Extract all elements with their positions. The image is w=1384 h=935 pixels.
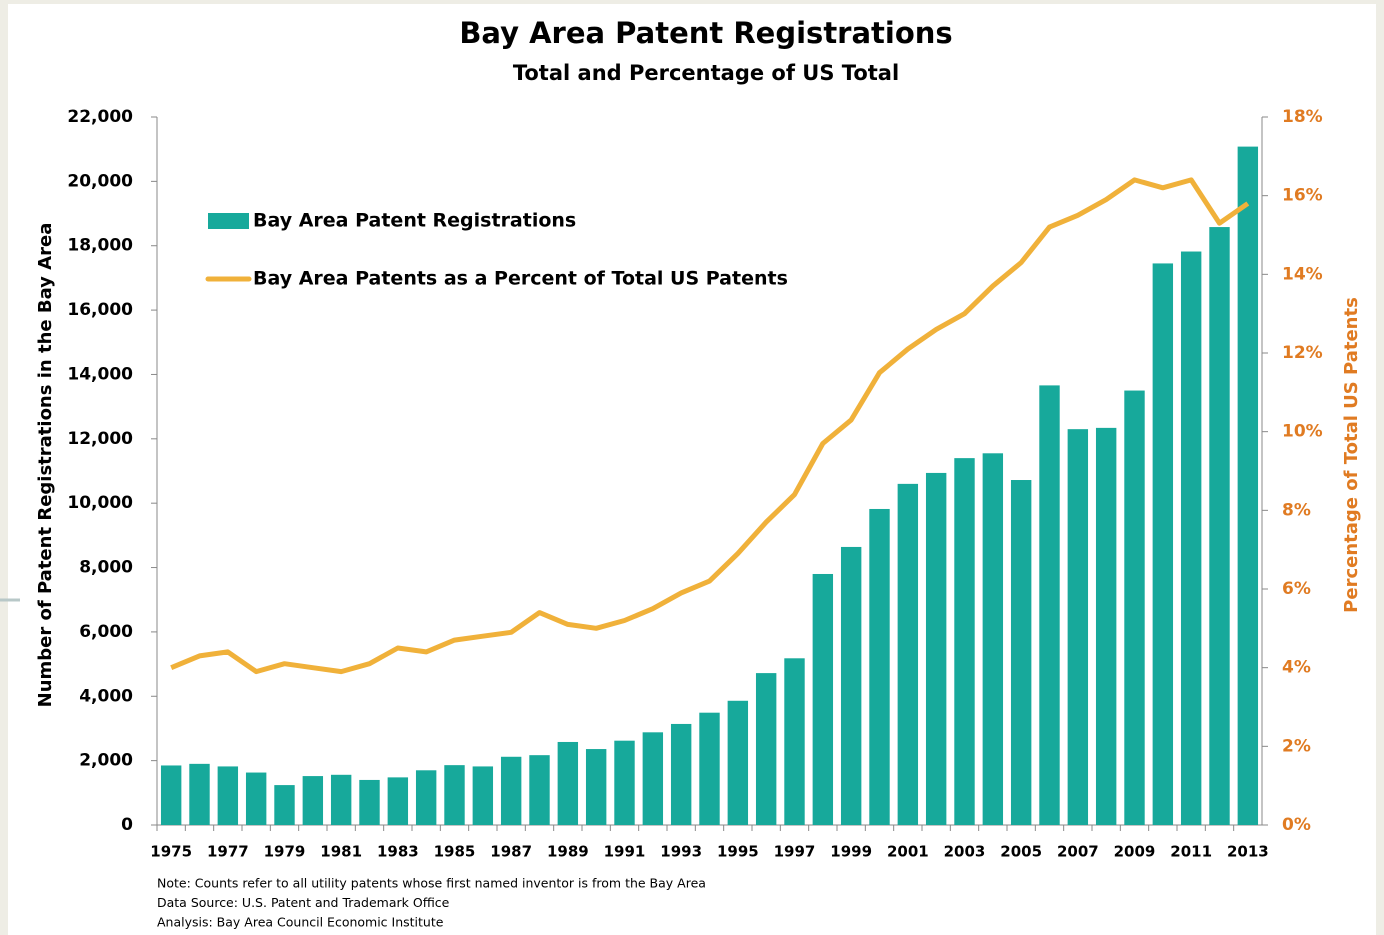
bar (585, 749, 607, 825)
y-tick-label: 18,000 (67, 236, 133, 256)
bar (330, 774, 352, 825)
y2-tick-label: 10% (1282, 422, 1323, 442)
bar (642, 732, 664, 825)
bar (670, 723, 692, 825)
chart-title: Bay Area Patent Registrations (459, 16, 952, 50)
y2-tick-label: 16% (1282, 186, 1323, 206)
bar (557, 741, 579, 825)
y2-tick-label: 0% (1282, 815, 1311, 835)
note: Analysis: Bay Area Council Economic Inst… (157, 915, 444, 930)
bar (812, 573, 834, 825)
bar (472, 766, 494, 825)
bar (897, 483, 919, 825)
y-tick-label: 8,000 (79, 558, 133, 578)
bar (1237, 146, 1259, 825)
bar (160, 765, 182, 825)
y-tick-label: 16,000 (67, 300, 133, 320)
bar (869, 508, 890, 825)
bar (1180, 251, 1202, 825)
y-tick-label: 12,000 (67, 429, 133, 449)
x-tick-label: 1991 (604, 843, 646, 861)
bar (217, 766, 239, 825)
bar (1067, 429, 1089, 825)
bar (189, 763, 210, 825)
bar (274, 785, 295, 825)
bar (784, 658, 805, 825)
bar (699, 712, 720, 825)
y2-axis-label: Percentage of Total US Patents (1341, 297, 1362, 613)
bar (1039, 385, 1060, 825)
y-tick-label: 2,000 (79, 751, 133, 771)
bar (359, 779, 380, 825)
chart-subtitle: Total and Percentage of US Total (513, 61, 899, 85)
bar (415, 770, 437, 825)
x-tick-label: 2011 (1170, 843, 1212, 861)
x-tick-label: 1977 (207, 843, 249, 861)
y2-tick-label: 2% (1282, 736, 1311, 756)
x-tick-label: 2013 (1227, 843, 1269, 861)
bar (500, 756, 522, 825)
notes: Note: Counts refer to all utility patent… (157, 876, 706, 930)
bar (840, 546, 862, 825)
x-tick-label: 1983 (377, 843, 419, 861)
x-tick-label: 1985 (434, 843, 476, 861)
x-tick-label: 2001 (887, 843, 929, 861)
note: Data Source: U.S. Patent and Trademark O… (157, 895, 450, 910)
bar (925, 472, 947, 825)
y-tick-label: 0 (121, 815, 133, 835)
x-tick-label: 1989 (547, 843, 589, 861)
bar (1209, 227, 1230, 825)
x-tick-label: 1999 (830, 843, 872, 861)
x-tick-label: 1981 (320, 843, 362, 861)
y-tick-label: 6,000 (79, 622, 133, 642)
y-axis-label: Number of Patent Registrations in the Ba… (35, 223, 56, 708)
y2-tick-label: 18% (1282, 107, 1323, 127)
bar (302, 776, 324, 825)
bar (614, 740, 635, 825)
bar (245, 772, 267, 825)
x-tick-label: 1979 (264, 843, 306, 861)
legend-swatch (208, 213, 249, 229)
line (170, 177, 1250, 675)
y-tick-label: 22,000 (67, 107, 133, 127)
x-tick-label: 1997 (774, 843, 816, 861)
bar (755, 673, 777, 825)
bar (444, 765, 465, 825)
bar (982, 453, 1004, 825)
y2-tick-label: 6% (1282, 579, 1311, 599)
x-tick-label: 1987 (490, 843, 532, 861)
bar (1152, 263, 1174, 826)
bar (1010, 480, 1032, 825)
legend-label: Bay Area Patent Registrations (253, 210, 576, 232)
legend-label: Bay Area Patents as a Percent of Total U… (253, 268, 788, 290)
bar (1095, 427, 1117, 825)
y2-tick-label: 4% (1282, 658, 1311, 678)
bar (954, 458, 975, 825)
bar (387, 777, 409, 825)
bar (1124, 390, 1145, 825)
y-tick-label: 20,000 (67, 171, 133, 191)
x-tick-label: 2003 (944, 843, 986, 861)
bar (529, 755, 550, 825)
x-tick-label: 1993 (660, 843, 702, 861)
y2-tick-label: 14% (1282, 264, 1323, 284)
y-tick-label: 4,000 (79, 686, 133, 706)
x-tick-label: 2005 (1000, 843, 1042, 861)
bar (727, 700, 749, 825)
y-tick-label: 10,000 (67, 493, 133, 513)
x-tick-label: 2007 (1057, 843, 1099, 861)
note: Note: Counts refer to all utility patent… (157, 876, 706, 891)
x-tick-label: 1995 (717, 843, 759, 861)
y-tick-label: 14,000 (67, 364, 133, 384)
x-tick-label: 1975 (150, 843, 192, 861)
x-tick-label: 2009 (1114, 843, 1156, 861)
y2-tick-label: 8% (1282, 500, 1311, 520)
y2-tick-label: 12% (1282, 343, 1323, 363)
